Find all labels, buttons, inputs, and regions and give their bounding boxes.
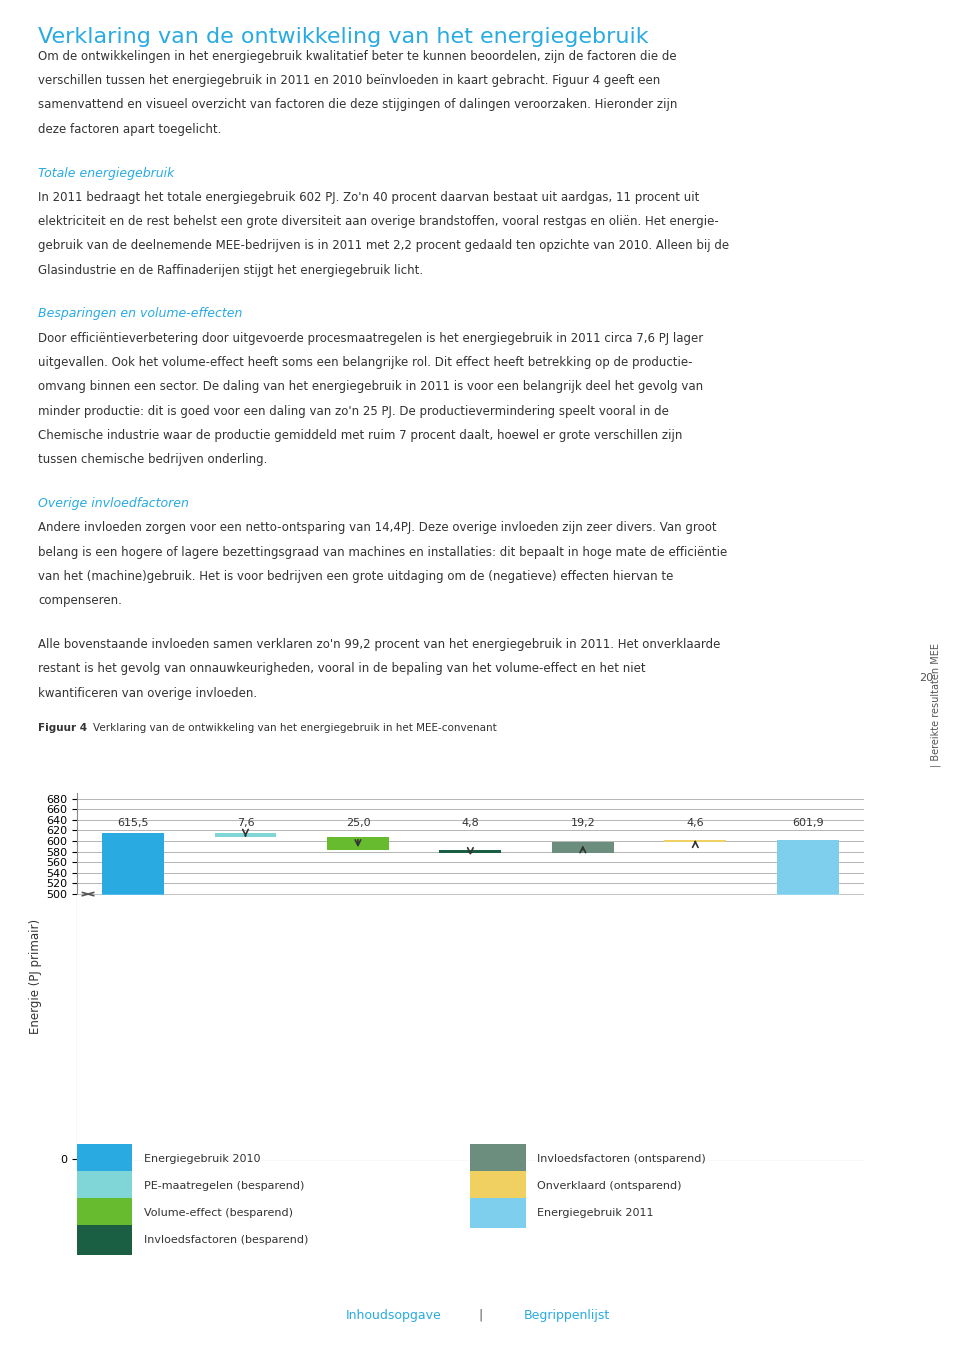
Text: Onverklaard (ontsparend): Onverklaard (ontsparend) [538, 1181, 682, 1191]
Bar [552, 842, 613, 853]
Text: belang is een hogere of lagere bezettingsgraad van machines en installaties: dit: belang is een hogere of lagere bezetting… [38, 545, 728, 559]
Text: Inhoudsopgave: Inhoudsopgave [346, 1309, 442, 1322]
Bar [777, 839, 839, 1159]
Text: Alle bovenstaande invloeden samen verklaren zo'n 99,2 procent van het energiegeb: Alle bovenstaande invloeden samen verkla… [38, 637, 721, 651]
Text: Chemische industrie waar de productie gemiddeld met ruim 7 procent daalt, hoewel: Chemische industrie waar de productie ge… [38, 428, 683, 442]
Text: 19,2: 19,2 [570, 818, 595, 829]
Text: 615,5: 615,5 [117, 818, 149, 829]
Text: elektriciteit en de rest behelst een grote diversiteit aan overige brandstoffen,: elektriciteit en de rest behelst een gro… [38, 216, 719, 228]
Text: van het (machine)gebruik. Het is voor bedrijven een grote uitdaging om de (negat: van het (machine)gebruik. Het is voor be… [38, 570, 674, 583]
Bar [327, 837, 389, 850]
Bar [102, 833, 164, 1159]
Text: restant is het gevolg van onnauwkeurigheden, vooral in de bepaling van het volum: restant is het gevolg van onnauwkeurighe… [38, 662, 646, 675]
Bar [664, 839, 726, 842]
FancyBboxPatch shape [77, 1144, 132, 1174]
Y-axis label: Energie (PJ primair): Energie (PJ primair) [29, 919, 42, 1033]
Text: 4,8: 4,8 [462, 818, 479, 829]
Text: Door efficiëntieverbetering door uitgevoerde procesmaatregelen is het energiegeb: Door efficiëntieverbetering door uitgevo… [38, 332, 704, 344]
Text: compenseren.: compenseren. [38, 594, 122, 607]
Text: Verklaring van de ontwikkeling van het energiegebruik: Verklaring van de ontwikkeling van het e… [38, 27, 649, 47]
Text: kwantificeren van overige invloeden.: kwantificeren van overige invloeden. [38, 686, 257, 700]
Text: Volume-effect (besparend): Volume-effect (besparend) [144, 1208, 293, 1218]
Text: |: | [478, 1309, 482, 1322]
Text: uitgevallen. Ook het volume-effect heeft soms een belangrijke rol. Dit effect he: uitgevallen. Ook het volume-effect heeft… [38, 357, 693, 369]
Text: 20: 20 [920, 673, 933, 683]
Text: Om de ontwikkelingen in het energiegebruik kwalitatief beter te kunnen beoordele: Om de ontwikkelingen in het energiegebru… [38, 50, 677, 62]
Text: gebruik van de deelnemende MEE-bedrijven is in 2011 met 2,2 procent gedaald ten : gebruik van de deelnemende MEE-bedrijven… [38, 240, 730, 252]
FancyBboxPatch shape [470, 1172, 525, 1201]
FancyBboxPatch shape [77, 1224, 132, 1256]
Text: Invloedsfactoren (ontsparend): Invloedsfactoren (ontsparend) [538, 1154, 706, 1165]
Text: 601,9: 601,9 [792, 818, 824, 829]
FancyBboxPatch shape [77, 1197, 132, 1229]
Text: Totale energiegebruik: Totale energiegebruik [38, 167, 175, 179]
FancyBboxPatch shape [77, 1172, 132, 1201]
Text: PE-maatregelen (besparend): PE-maatregelen (besparend) [144, 1181, 304, 1191]
Bar [214, 833, 276, 837]
Bar [440, 850, 501, 853]
Text: samenvattend en visueel overzicht van factoren die deze stijgingen of dalingen v: samenvattend en visueel overzicht van fa… [38, 99, 678, 111]
Text: verschillen tussen het energiegebruik in 2011 en 2010 beïnvloeden in kaart gebra: verschillen tussen het energiegebruik in… [38, 75, 660, 87]
Text: omvang binnen een sector. De daling van het energiegebruik in 2011 is voor een b: omvang binnen een sector. De daling van … [38, 381, 704, 393]
FancyBboxPatch shape [470, 1197, 525, 1229]
Text: minder productie: dit is goed voor een daling van zo'n 25 PJ. De productievermin: minder productie: dit is goed voor een d… [38, 404, 669, 418]
Text: deze factoren apart toegelicht.: deze factoren apart toegelicht. [38, 123, 222, 136]
Text: tussen chemische bedrijven onderling.: tussen chemische bedrijven onderling. [38, 453, 268, 466]
Text: Figuur 4: Figuur 4 [38, 723, 91, 734]
Text: Invloedsfactoren (besparend): Invloedsfactoren (besparend) [144, 1235, 308, 1245]
Text: Glasindustrie en de Raffinaderijen stijgt het energiegebruik licht.: Glasindustrie en de Raffinaderijen stijg… [38, 263, 423, 277]
Text: Verklaring van de ontwikkeling van het energiegebruik in het MEE-convenant: Verklaring van de ontwikkeling van het e… [93, 723, 497, 734]
FancyBboxPatch shape [470, 1144, 525, 1174]
Text: Begrippenlijst: Begrippenlijst [523, 1309, 610, 1322]
Text: In 2011 bedraagt het totale energiegebruik 602 PJ. Zo'n 40 procent daarvan besta: In 2011 bedraagt het totale energiegebru… [38, 191, 700, 203]
Text: 25,0: 25,0 [346, 818, 371, 829]
Text: | Bereikte resultaten MEE: | Bereikte resultaten MEE [931, 643, 941, 767]
Text: Overige invloedfactoren: Overige invloedfactoren [38, 498, 189, 510]
Text: 7,6: 7,6 [237, 818, 254, 829]
Text: Energiegebruik 2010: Energiegebruik 2010 [144, 1154, 260, 1165]
Text: Besparingen en volume-effecten: Besparingen en volume-effecten [38, 308, 243, 320]
Text: Andere invloeden zorgen voor een netto-ontsparing van 14,4PJ. Deze overige invlo: Andere invloeden zorgen voor een netto-o… [38, 521, 717, 534]
Text: Energiegebruik 2011: Energiegebruik 2011 [538, 1208, 654, 1218]
Text: 4,6: 4,6 [686, 818, 704, 829]
